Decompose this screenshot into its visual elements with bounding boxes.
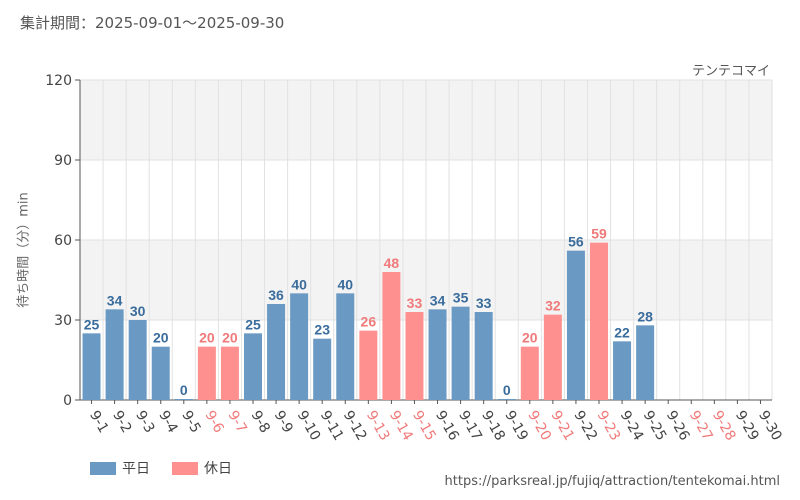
value-label-9-3: 30 bbox=[130, 303, 146, 319]
bar-9-16 bbox=[428, 309, 447, 400]
legend: 平日 休日 bbox=[90, 458, 254, 478]
value-label-9-14: 48 bbox=[384, 255, 400, 271]
bar-9-11 bbox=[313, 338, 332, 400]
x-tick-label-9-6: 9-6 bbox=[201, 408, 226, 436]
x-tick-label-9-9: 9-9 bbox=[271, 408, 296, 436]
x-tick-label-9-30: 9-30 bbox=[755, 408, 785, 444]
bar-9-24 bbox=[613, 341, 632, 400]
value-label-9-17: 35 bbox=[453, 290, 469, 306]
value-label-9-12: 40 bbox=[337, 276, 353, 292]
value-label-9-2: 34 bbox=[107, 292, 123, 308]
bar-9-6 bbox=[197, 346, 216, 400]
value-label-9-23: 59 bbox=[591, 226, 607, 242]
bar-9-25 bbox=[636, 325, 655, 400]
value-label-9-25: 28 bbox=[637, 308, 653, 324]
x-tick-label-9-2: 9-2 bbox=[109, 408, 134, 436]
x-tick-label-9-11: 9-11 bbox=[317, 408, 347, 444]
y-tick-label: 60 bbox=[54, 233, 72, 249]
x-tick-label-9-7: 9-7 bbox=[224, 408, 249, 436]
bar-9-5 bbox=[174, 399, 193, 400]
x-tick-label-9-27: 9-27 bbox=[686, 408, 716, 444]
y-tick-label: 0 bbox=[63, 393, 72, 409]
x-tick-label-9-26: 9-26 bbox=[663, 408, 693, 444]
x-tick-label-9-8: 9-8 bbox=[248, 408, 273, 436]
x-tick-label-9-28: 9-28 bbox=[709, 408, 739, 444]
value-label-9-11: 23 bbox=[314, 322, 330, 338]
attraction-name: テンテコマイ bbox=[691, 64, 770, 79]
source-url[interactable]: https://parksreal.jp/fujiq/attraction/te… bbox=[444, 474, 780, 489]
x-tick-label-9-10: 9-10 bbox=[294, 408, 324, 444]
x-tick-label-9-23: 9-23 bbox=[594, 408, 624, 444]
value-label-9-5: 0 bbox=[180, 382, 188, 398]
legend-swatch-holiday bbox=[172, 461, 198, 475]
x-tick-label-9-16: 9-16 bbox=[432, 408, 462, 444]
period-label: 集計期間：2025-09-01〜2025-09-30 bbox=[20, 14, 285, 32]
y-tick-label: 120 bbox=[45, 73, 72, 89]
x-tick-label-9-14: 9-14 bbox=[386, 408, 416, 444]
value-label-9-20: 20 bbox=[522, 330, 538, 346]
legend-item-weekday: 平日 bbox=[90, 458, 150, 478]
value-label-9-8: 25 bbox=[245, 316, 261, 332]
x-tick-label-9-4: 9-4 bbox=[155, 408, 180, 436]
value-label-9-9: 36 bbox=[268, 287, 284, 303]
x-tick-label-9-15: 9-15 bbox=[409, 408, 439, 444]
value-label-9-15: 33 bbox=[407, 295, 423, 311]
value-label-9-7: 20 bbox=[222, 330, 238, 346]
bar-9-10 bbox=[290, 293, 309, 400]
value-label-9-18: 33 bbox=[476, 295, 492, 311]
value-label-9-4: 20 bbox=[153, 330, 169, 346]
legend-swatch-weekday bbox=[90, 461, 116, 475]
bar-9-21 bbox=[543, 314, 562, 400]
x-tick-label-9-22: 9-22 bbox=[570, 408, 600, 444]
x-tick-label-9-19: 9-19 bbox=[501, 408, 531, 444]
bar-9-23 bbox=[590, 242, 608, 400]
x-tick-label-9-5: 9-5 bbox=[178, 408, 203, 436]
y-tick-label: 90 bbox=[54, 153, 72, 169]
bar-9-13 bbox=[359, 330, 378, 400]
x-tick-label-9-21: 9-21 bbox=[547, 408, 577, 444]
legend-item-holiday: 休日 bbox=[172, 458, 232, 478]
value-label-9-13: 26 bbox=[361, 314, 377, 330]
bar-9-1 bbox=[82, 333, 101, 400]
x-tick-label-9-13: 9-13 bbox=[363, 408, 393, 444]
x-tick-label-9-20: 9-20 bbox=[524, 408, 554, 444]
bar-9-18 bbox=[474, 312, 493, 400]
bar-9-8 bbox=[244, 333, 262, 400]
bar-9-9 bbox=[267, 304, 286, 400]
x-tick-label-9-25: 9-25 bbox=[640, 408, 670, 444]
legend-label-holiday: 休日 bbox=[204, 461, 232, 477]
value-label-9-24: 22 bbox=[614, 324, 630, 340]
bar-9-14 bbox=[382, 272, 401, 400]
bar-9-19 bbox=[497, 399, 516, 400]
bar-9-4 bbox=[151, 346, 170, 400]
y-tick-label: 30 bbox=[54, 313, 72, 329]
bar-9-17 bbox=[451, 306, 470, 400]
bar-9-20 bbox=[520, 346, 539, 400]
bar-9-7 bbox=[220, 346, 239, 400]
x-tick-label-9-12: 9-12 bbox=[340, 408, 370, 444]
x-tick-label-9-3: 9-3 bbox=[132, 408, 157, 436]
value-label-9-1: 25 bbox=[84, 316, 100, 332]
x-tick-label-9-1: 9-1 bbox=[86, 408, 111, 436]
bar-9-22 bbox=[566, 250, 585, 400]
x-tick-label-9-24: 9-24 bbox=[617, 408, 647, 444]
value-label-9-21: 32 bbox=[545, 298, 561, 314]
value-label-9-16: 34 bbox=[430, 292, 446, 308]
bar-9-15 bbox=[405, 312, 424, 400]
value-label-9-6: 20 bbox=[199, 330, 215, 346]
value-label-9-22: 56 bbox=[568, 234, 584, 250]
x-tick-label-9-29: 9-29 bbox=[732, 408, 762, 444]
value-label-9-10: 40 bbox=[291, 276, 307, 292]
bar-9-3 bbox=[128, 320, 147, 400]
bar-9-2 bbox=[105, 309, 124, 400]
legend-label-weekday: 平日 bbox=[122, 461, 150, 477]
value-label-9-19: 0 bbox=[503, 382, 511, 398]
x-tick-label-9-18: 9-18 bbox=[478, 408, 508, 444]
x-tick-label-9-17: 9-17 bbox=[455, 408, 485, 444]
bar-9-12 bbox=[336, 293, 355, 400]
